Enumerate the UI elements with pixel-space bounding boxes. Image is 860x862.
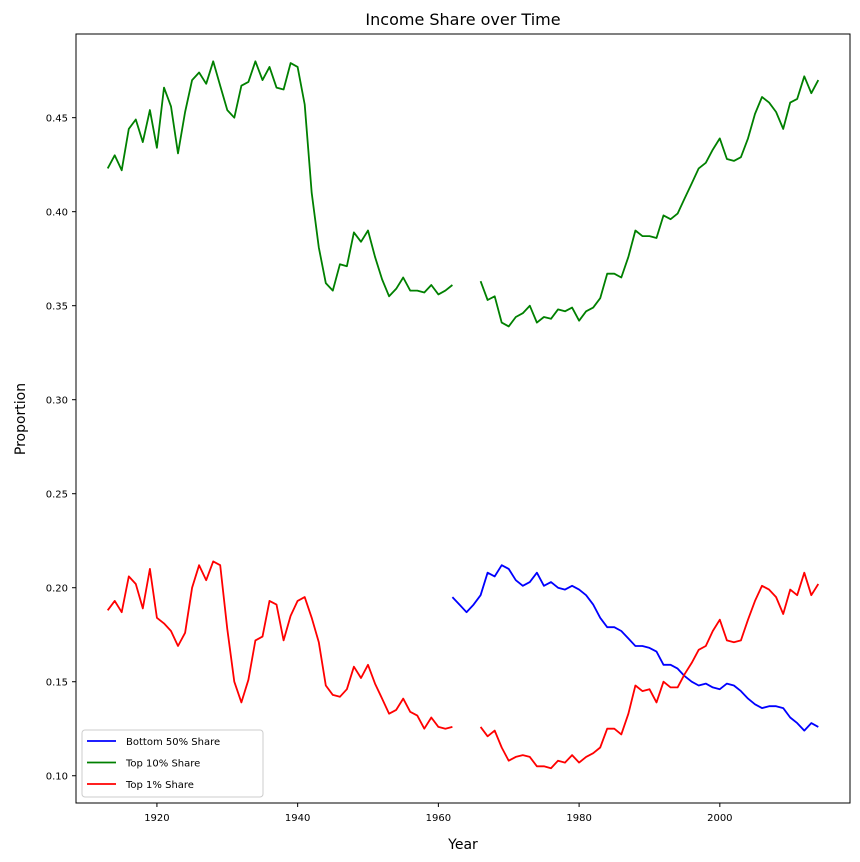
x-tick-label: 1960 xyxy=(426,813,451,824)
x-tick-label: 1980 xyxy=(566,813,591,824)
legend-label: Top 1% Share xyxy=(125,780,194,791)
legend: Bottom 50% Share Top 10% Share Top 1% Shar… xyxy=(81,729,264,798)
y-tick-label: 0.15 xyxy=(46,678,68,689)
x-tick-label: 1920 xyxy=(144,813,169,824)
x-tick-label: 2000 xyxy=(707,813,732,824)
legend-box xyxy=(81,729,264,798)
y-tick-label: 0.25 xyxy=(46,490,68,501)
series-line-1 xyxy=(106,60,820,328)
plot-area xyxy=(106,60,820,770)
y-tick-label: 0.20 xyxy=(46,584,68,595)
series-line-0 xyxy=(451,564,819,732)
y-tick-label: 0.35 xyxy=(46,302,68,313)
legend-label: Top 10% Share xyxy=(125,759,200,770)
y-axis-label: Proportion xyxy=(13,383,29,455)
x-axis: 1920 1940 1960 1980 2000 xyxy=(144,803,733,824)
x-tick-label: 1940 xyxy=(285,813,310,824)
y-tick-label: 0.30 xyxy=(46,396,68,407)
y-tick-label: 0.10 xyxy=(46,772,68,783)
axes-frame xyxy=(75,33,851,804)
legend-label: Bottom 50% Share xyxy=(126,737,220,748)
x-axis-label: Year xyxy=(447,837,478,853)
y-tick-label: 0.45 xyxy=(46,114,68,125)
y-tick-label: 0.40 xyxy=(46,208,68,219)
y-axis: 0.10 0.15 0.20 0.25 0.30 0.35 0.40 0.45 xyxy=(46,114,76,783)
series-line-2 xyxy=(106,560,820,770)
chart-title: Income Share over Time xyxy=(365,10,560,29)
